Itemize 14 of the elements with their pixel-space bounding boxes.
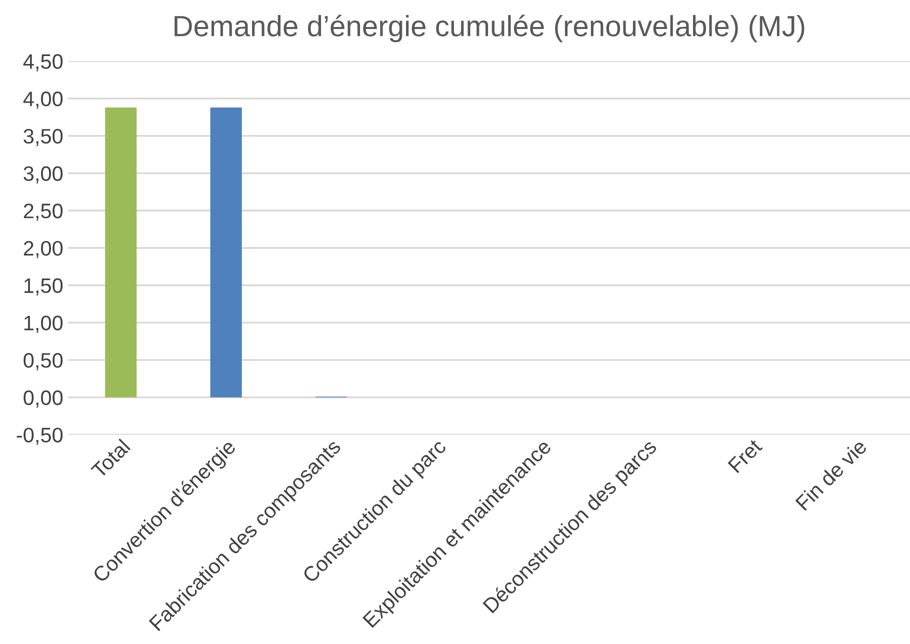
y-tick-label: 0,00 xyxy=(24,390,63,408)
y-tick-label: 3,00 xyxy=(24,166,63,184)
y-tick-label: 1,00 xyxy=(24,316,63,333)
y-tick-label: 3,50 xyxy=(24,128,63,146)
y-tick-label: 1,50 xyxy=(24,278,63,296)
y-tick-label: 4,00 xyxy=(23,92,63,109)
x-tick-label: Fret xyxy=(728,438,763,474)
y-tick-label: 4,50 xyxy=(23,54,63,72)
y-tick-label: -0,50 xyxy=(16,428,63,445)
y-tick-label: 2,00 xyxy=(24,240,63,258)
y-tick-label: 2,50 xyxy=(24,204,63,221)
chart-title: Demande d’énergie cumulée (renouvelable) (MJ) xyxy=(174,14,804,42)
y-tick-label: 0,50 xyxy=(24,352,63,370)
x-tick-label: Fin de vie xyxy=(794,438,868,511)
